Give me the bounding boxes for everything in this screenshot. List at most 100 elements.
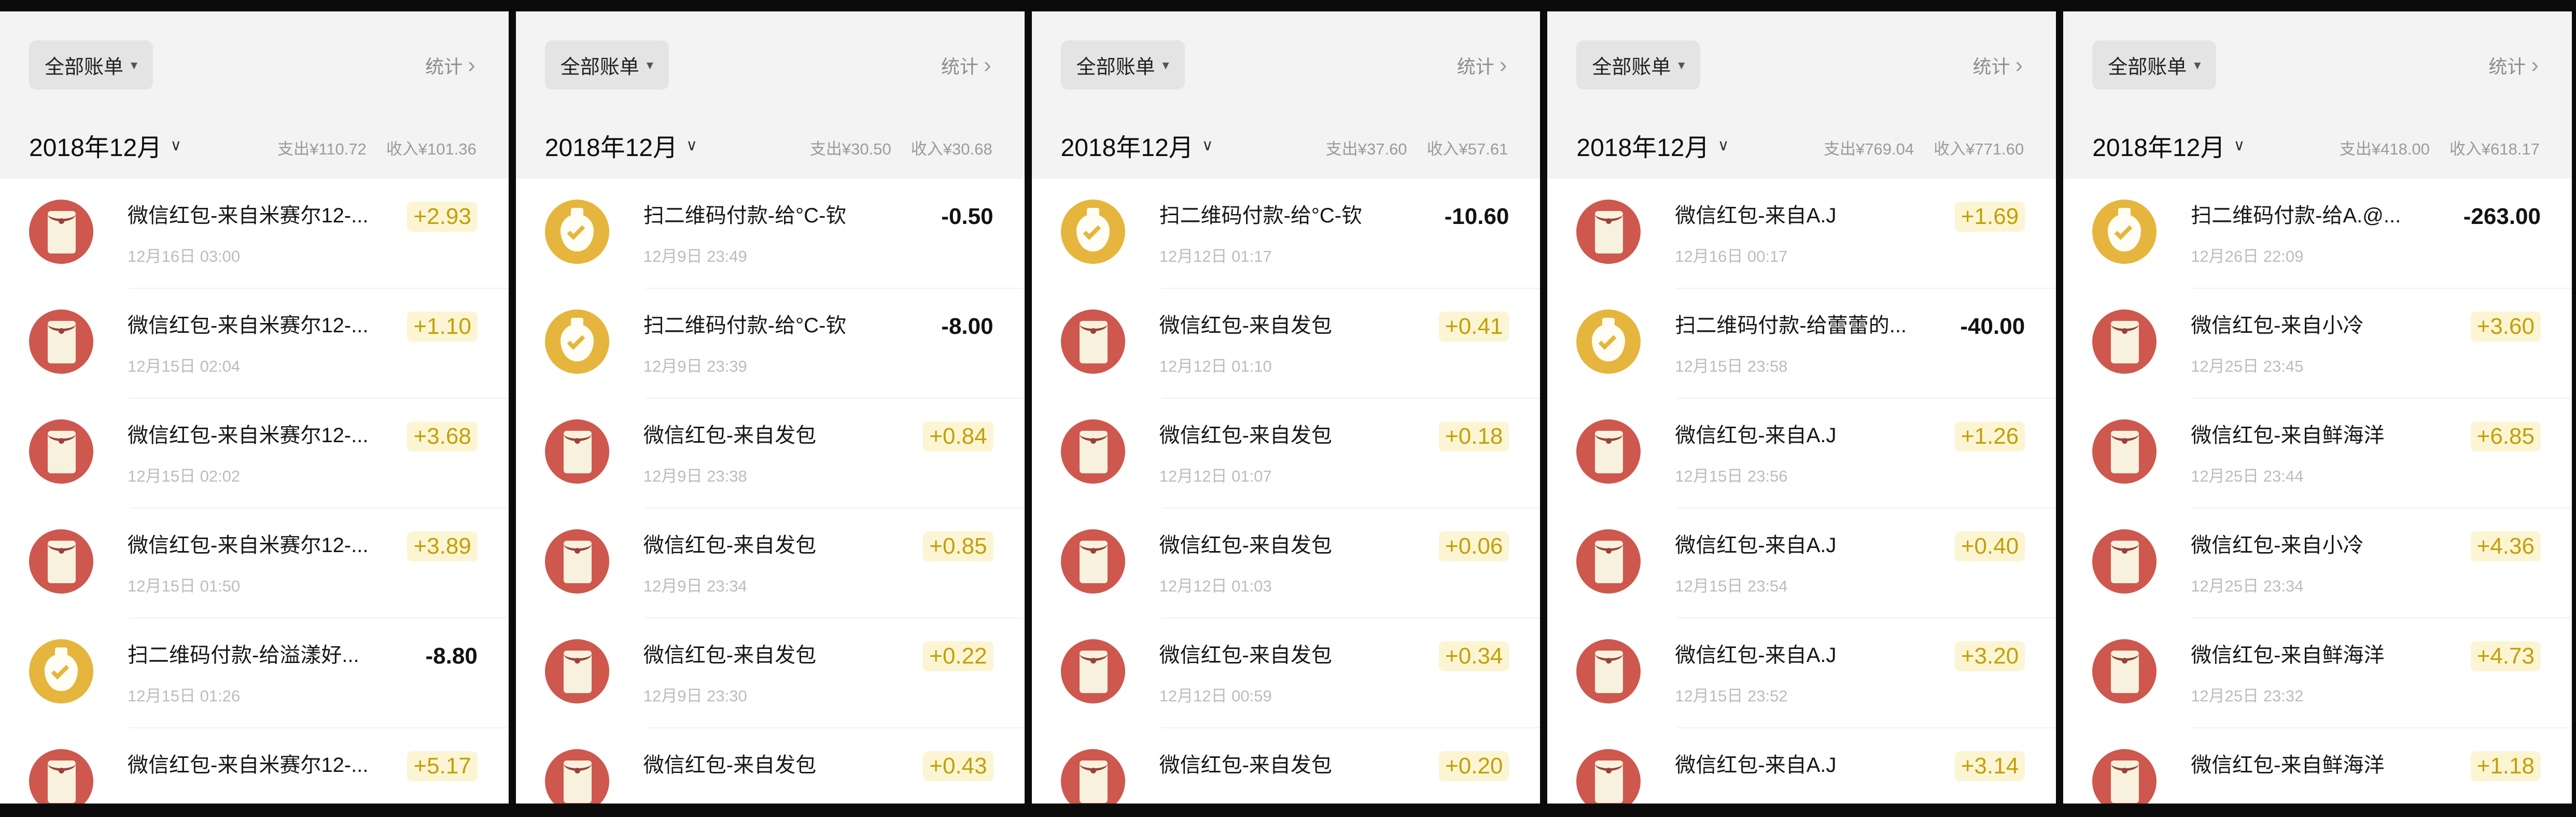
transaction-row[interactable]: 微信红包-来自发包 12月12日 00:59 +0.34 <box>1032 618 1541 728</box>
month-selector[interactable]: 2018年12月 ∨ <box>1576 127 1729 163</box>
money-bag-icon <box>29 639 93 703</box>
transaction-row[interactable]: 微信红包-来自小冷 12月25日 23:45 +3.60 <box>2063 289 2572 399</box>
expense-total: 支出¥769.04 <box>1824 140 1914 158</box>
statistics-link[interactable]: 统计 › <box>941 52 991 79</box>
all-bills-filter-label: 全部账单 <box>2108 57 2187 78</box>
transaction-row[interactable]: 微信红包-来自发包 +0.20 <box>1032 728 1541 804</box>
transaction-row[interactable]: 微信红包-来自A.J 12月15日 23:52 +3.20 <box>1547 618 2056 728</box>
transaction-title: 微信红包-来自小冷 <box>2191 314 2364 337</box>
transaction-row[interactable]: 微信红包-来自发包 12月12日 01:07 +0.18 <box>1032 399 1541 509</box>
all-bills-filter-button[interactable]: 全部账单 ▾ <box>2092 40 2217 90</box>
transaction-row[interactable]: 扫二维码付款-给°C-钦 12月12日 01:17 -10.60 <box>1032 179 1541 289</box>
transaction-row[interactable]: 微信红包-来自鲜海洋 12月25日 23:32 +4.73 <box>2063 618 2572 728</box>
transaction-row[interactable]: 微信红包-来自发包 12月9日 23:34 +0.85 <box>516 509 1025 618</box>
transaction-date: 12月25日 23:44 <box>2191 467 2304 485</box>
statistics-link[interactable]: 统计 › <box>2488 52 2539 79</box>
transaction-list: 微信红包-来自米赛尔12-... 12月16日 03:00 +2.93 微信红包… <box>0 179 509 804</box>
transaction-date: 12月15日 02:04 <box>128 357 241 375</box>
month-selector[interactable]: 2018年12月 ∨ <box>1061 127 1213 163</box>
all-bills-filter-button[interactable]: 全部账单 ▾ <box>29 40 153 90</box>
transaction-row[interactable]: 微信红包-来自发包 +0.43 <box>516 728 1025 804</box>
month-totals: 支出¥30.50 收入¥30.68 <box>810 136 992 163</box>
transaction-date: 12月15日 23:54 <box>1675 577 1788 595</box>
month-totals: 支出¥110.72 收入¥101.36 <box>277 136 477 163</box>
transaction-title: 微信红包-来自鲜海洋 <box>2191 424 2385 447</box>
transaction-row[interactable]: 微信红包-来自鲜海洋 +1.18 <box>2063 728 2572 804</box>
transaction-row[interactable]: 微信红包-来自米赛尔12-... 12月15日 02:02 +3.68 <box>0 399 509 509</box>
statistics-link[interactable]: 统计 › <box>1973 52 2023 79</box>
transaction-row[interactable]: 扫二维码付款-给°C-钦 12月9日 23:49 -0.50 <box>516 179 1025 289</box>
month-selector[interactable]: 2018年12月 ∨ <box>2092 127 2245 163</box>
red-envelope-icon <box>2092 749 2157 804</box>
transaction-row[interactable]: 微信红包-来自A.J +3.14 <box>1547 728 2056 804</box>
transaction-text: 扫二维码付款-给蕾蕾的... 12月15日 23:58 <box>1675 308 1951 399</box>
chevron-right-icon: › <box>2015 52 2023 78</box>
transaction-title: 扫二维码付款-给蕾蕾的... <box>1675 314 1907 337</box>
income-total: 收入¥101.36 <box>386 140 477 158</box>
transaction-row[interactable]: 扫二维码付款-给蕾蕾的... 12月15日 23:58 -40.00 <box>1547 289 2056 399</box>
transaction-row[interactable]: 微信红包-来自米赛尔12-... 12月16日 03:00 +2.93 <box>0 179 509 289</box>
statistics-link[interactable]: 统计 › <box>1457 52 1507 79</box>
transaction-title: 微信红包-来自米赛尔12-... <box>128 424 369 447</box>
month-totals: 支出¥769.04 收入¥771.60 <box>1824 136 2024 163</box>
transaction-date: 12月15日 23:52 <box>1675 687 1788 705</box>
transaction-row[interactable]: 微信红包-来自发包 12月9日 23:30 +0.22 <box>516 618 1025 728</box>
dropdown-caret-icon: ▾ <box>2194 57 2201 73</box>
amount: -10.60 <box>1444 204 1509 229</box>
transaction-row[interactable]: 微信红包-来自A.J 12月16日 00:17 +1.69 <box>1547 179 2056 289</box>
transaction-row[interactable]: 微信红包-来自A.J 12月15日 23:54 +0.40 <box>1547 509 2056 618</box>
red-envelope-icon <box>1060 309 1125 374</box>
income-total: 收入¥771.60 <box>1934 140 2024 158</box>
amount: +1.69 <box>1954 202 2025 232</box>
bill-panel: 全部账单 ▾ 统计 › 2018年12月 ∨ 支出¥37.60 收入¥57.61 <box>1031 11 1548 804</box>
amount: +3.20 <box>1954 641 2025 671</box>
transaction-text: 微信红包-来自小冷 12月25日 23:34 <box>2191 528 2461 618</box>
transaction-title: 扫二维码付款-给°C-钦 <box>1159 204 1363 227</box>
statistics-link[interactable]: 统计 › <box>425 52 475 79</box>
transaction-row[interactable]: 微信红包-来自鲜海洋 12月25日 23:44 +6.85 <box>2063 399 2572 509</box>
money-bag-icon <box>544 309 609 374</box>
all-bills-filter-button[interactable]: 全部账单 ▾ <box>1576 40 1701 90</box>
all-bills-filter-button[interactable]: 全部账单 ▾ <box>544 40 669 90</box>
transaction-title: 微信红包-来自发包 <box>643 534 817 557</box>
amount: +0.18 <box>1439 421 1509 452</box>
transaction-row[interactable]: 扫二维码付款-给°C-钦 12月9日 23:39 -8.00 <box>516 289 1025 399</box>
amount: +6.85 <box>2470 421 2541 452</box>
transaction-row[interactable]: 扫二维码付款-给A.@... 12月26日 22:09 -263.00 <box>2063 179 2572 289</box>
month-selector[interactable]: 2018年12月 ∨ <box>545 127 697 163</box>
transaction-date: 12月26日 22:09 <box>2191 247 2304 265</box>
transaction-date: 12月12日 01:17 <box>1159 247 1272 265</box>
transaction-date: 12月12日 01:03 <box>1159 577 1272 595</box>
amount: -0.50 <box>941 204 993 229</box>
transaction-list: 扫二维码付款-给°C-钦 12月12日 01:17 -10.60 微信红包-来自… <box>1031 179 1541 804</box>
transaction-text: 微信红包-来自米赛尔12-... 12月15日 02:02 <box>128 418 398 509</box>
transaction-date: 12月9日 23:49 <box>643 247 747 265</box>
transaction-row[interactable]: 微信红包-来自发包 12月12日 01:03 +0.06 <box>1032 509 1541 618</box>
transaction-text: 微信红包-来自发包 12月12日 01:07 <box>1159 418 1430 509</box>
transaction-row[interactable]: 微信红包-来自发包 12月12日 01:10 +0.41 <box>1032 289 1541 399</box>
transaction-text: 微信红包-来自A.J 12月15日 23:56 <box>1675 418 1945 509</box>
transaction-title: 微信红包-来自米赛尔12-... <box>128 204 369 227</box>
all-bills-filter-label: 全部账单 <box>45 57 124 78</box>
all-bills-filter-button[interactable]: 全部账单 ▾ <box>1060 40 1185 90</box>
transaction-row[interactable]: 微信红包-来自米赛尔12-... 12月15日 02:04 +1.10 <box>0 289 509 399</box>
red-envelope-icon <box>1576 639 1641 703</box>
transaction-row[interactable]: 微信红包-来自米赛尔12-... 12月15日 01:50 +3.89 <box>0 509 509 618</box>
red-envelope-icon <box>1060 419 1125 484</box>
transaction-row[interactable]: 扫二维码付款-给溢漾好... 12月15日 01:26 -8.80 <box>0 618 509 728</box>
transaction-text: 微信红包-来自A.J <box>1675 748 1945 804</box>
bill-panel: 全部账单 ▾ 统计 › 2018年12月 ∨ 支出¥418.00 收入¥618.… <box>2063 11 2572 804</box>
transaction-row[interactable]: 微信红包-来自小冷 12月25日 23:34 +4.36 <box>2063 509 2572 618</box>
month-selector[interactable]: 2018年12月 ∨ <box>29 127 181 163</box>
month-summary-row: 2018年12月 ∨ 支出¥418.00 收入¥618.17 <box>2063 90 2572 179</box>
transaction-text: 微信红包-来自米赛尔12-... <box>128 748 398 804</box>
money-bag-icon <box>2092 200 2157 264</box>
transaction-row[interactable]: 微信红包-来自米赛尔12-... +5.17 <box>0 728 509 804</box>
transaction-row[interactable]: 微信红包-来自A.J 12月15日 23:56 +1.26 <box>1547 399 2056 509</box>
transaction-text: 扫二维码付款-给°C-钦 12月9日 23:49 <box>643 199 932 289</box>
dropdown-caret-icon: ▾ <box>1678 57 1685 73</box>
transaction-row[interactable]: 微信红包-来自发包 12月9日 23:38 +0.84 <box>516 399 1025 509</box>
transaction-title: 微信红包-来自A.J <box>1675 534 1837 557</box>
month-summary-row: 2018年12月 ∨ 支出¥30.50 收入¥30.68 <box>516 90 1025 179</box>
